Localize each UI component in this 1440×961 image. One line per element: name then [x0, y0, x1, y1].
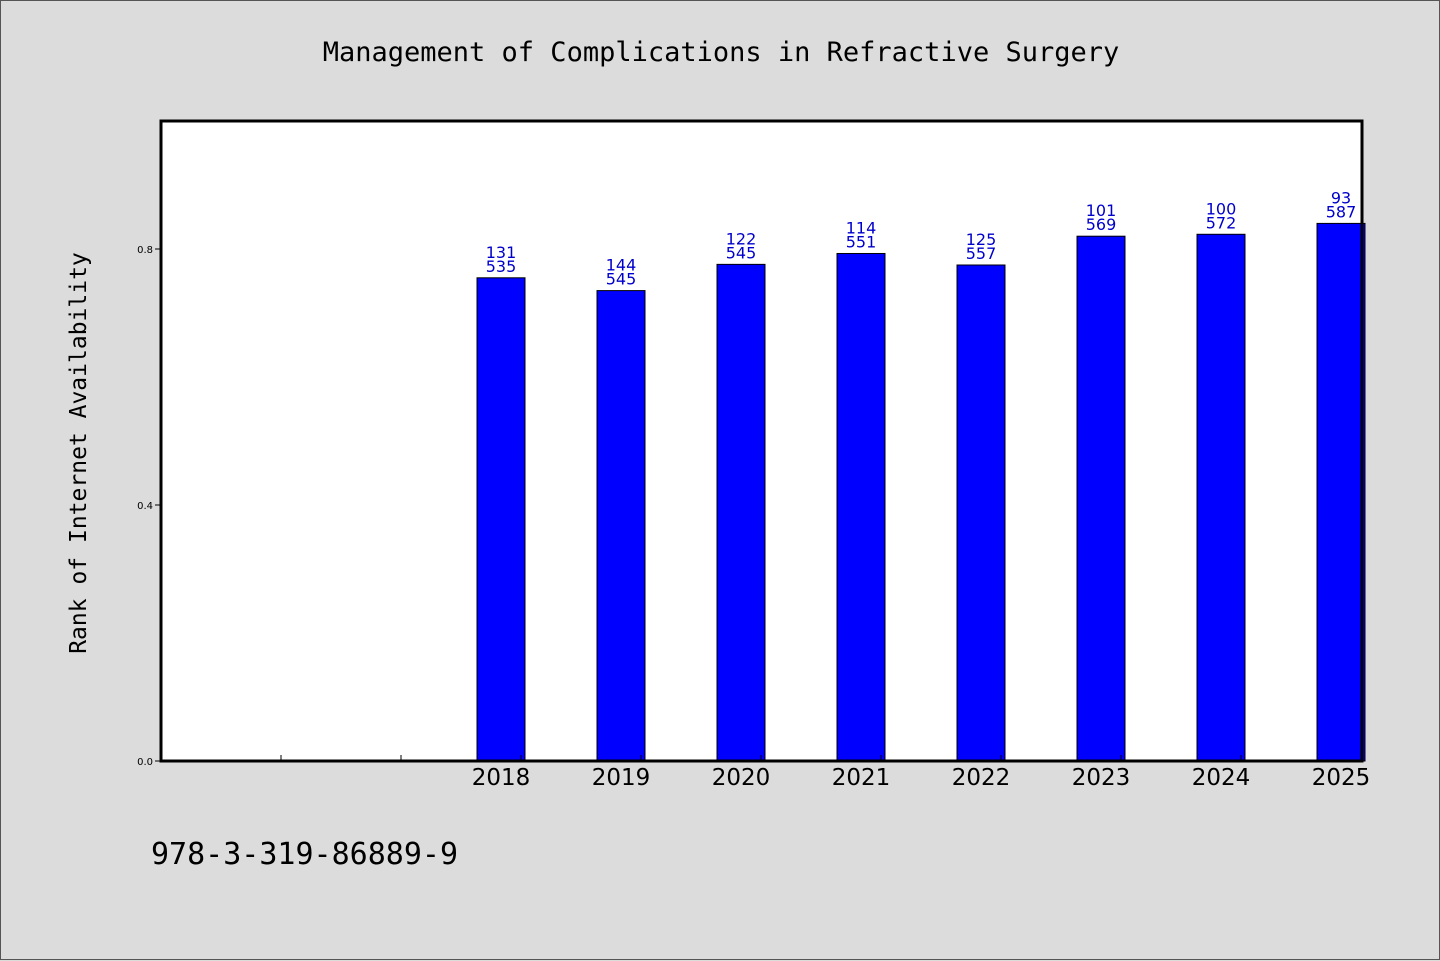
y-tick-label: 0.8	[137, 245, 153, 256]
bar	[1196, 233, 1246, 762]
bar-label-top: 122	[726, 229, 757, 248]
bar-label-bottom: 572	[1206, 213, 1237, 232]
bar-label-bottom: 551	[846, 232, 877, 251]
bars-layer	[476, 222, 1366, 762]
x-tick-label: 2018	[472, 765, 531, 791]
x-tick-label: 2024	[1192, 765, 1251, 791]
bar-label-bottom: 587	[1326, 202, 1357, 221]
x-tick-label: 2021	[832, 765, 891, 791]
x-tick-label: 2019	[592, 765, 651, 791]
bar-label-bottom: 545	[726, 243, 757, 262]
x-tick-label: 2022	[952, 765, 1011, 791]
y-tick-label: 0.4	[137, 501, 153, 512]
bar	[956, 264, 1006, 762]
bar	[716, 263, 766, 762]
bar-label-top: 101	[1086, 201, 1117, 220]
bar-label-top: 100	[1206, 199, 1237, 218]
y-tick-label: 0.0	[137, 757, 153, 768]
bar	[1316, 222, 1366, 762]
bar-label-bottom: 557	[966, 244, 997, 263]
bar-label-top: 144	[606, 256, 637, 275]
bar	[596, 290, 646, 762]
plot-border	[159, 119, 1364, 763]
bar	[836, 252, 886, 762]
isbn-label: 978-3-319-86889-9	[151, 837, 459, 872]
bar-label-top: 114	[846, 218, 877, 237]
bar-label-bottom: 545	[606, 270, 637, 289]
bar-label-top: 131	[486, 243, 517, 262]
bar-label-bottom: 569	[1086, 215, 1117, 234]
bar-label-bottom: 535	[486, 257, 517, 276]
bar-label-top: 125	[966, 230, 997, 249]
x-tick-label: 2023	[1072, 765, 1131, 791]
bar	[1076, 235, 1126, 762]
x-tick-label: 2020	[712, 765, 771, 791]
x-tick-label: 2025	[1312, 765, 1371, 791]
ticks-layer: 0.0 0.4 0.8 2018 2019 2020 2021 2022 2023 2024 202…	[137, 245, 1370, 791]
chart-title: Management of Complications in Refractiv…	[322, 37, 1120, 68]
bar-label-top: 93	[1331, 188, 1351, 207]
bar	[476, 277, 526, 762]
